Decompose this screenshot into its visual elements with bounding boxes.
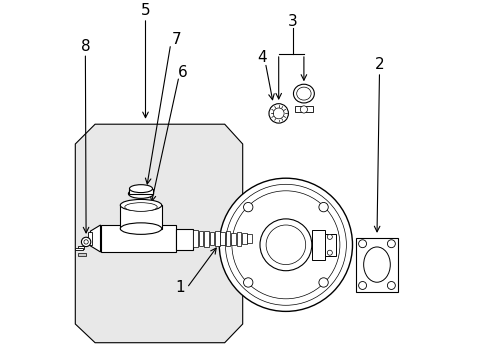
Circle shape: [318, 278, 327, 287]
Bar: [355, 238, 397, 292]
Bar: [311, 230, 325, 260]
Bar: [75, 248, 82, 250]
Polygon shape: [90, 225, 101, 252]
Bar: [204, 231, 208, 247]
Bar: [242, 233, 246, 244]
Circle shape: [326, 250, 332, 255]
Circle shape: [358, 282, 366, 289]
Ellipse shape: [296, 87, 310, 100]
Polygon shape: [75, 124, 242, 343]
Bar: [78, 246, 83, 249]
Circle shape: [358, 240, 366, 248]
Bar: [128, 189, 153, 194]
Bar: [231, 233, 235, 245]
Circle shape: [84, 240, 88, 244]
Bar: [294, 106, 312, 112]
Bar: [220, 233, 224, 245]
Bar: [193, 230, 198, 247]
Bar: [199, 231, 203, 246]
Ellipse shape: [128, 189, 153, 198]
Text: 4: 4: [256, 50, 266, 65]
Circle shape: [268, 104, 288, 123]
Text: 7: 7: [171, 32, 181, 47]
Circle shape: [81, 237, 91, 247]
Text: 3: 3: [287, 14, 297, 29]
Circle shape: [243, 278, 252, 287]
Circle shape: [219, 178, 352, 311]
Bar: [120, 205, 162, 229]
Circle shape: [273, 108, 284, 119]
Circle shape: [225, 184, 346, 305]
Bar: [247, 234, 251, 243]
Text: 2: 2: [374, 57, 384, 72]
Bar: [78, 253, 86, 256]
Ellipse shape: [363, 247, 389, 282]
Bar: [215, 231, 219, 246]
Circle shape: [260, 219, 311, 271]
Ellipse shape: [293, 84, 314, 103]
Circle shape: [231, 191, 339, 299]
Circle shape: [243, 202, 252, 212]
Text: 5: 5: [141, 3, 150, 18]
Circle shape: [318, 202, 327, 212]
Text: 6: 6: [177, 64, 187, 80]
Bar: [176, 229, 193, 250]
Bar: [101, 225, 176, 252]
Bar: [236, 232, 241, 246]
Circle shape: [326, 234, 332, 239]
Text: 8: 8: [81, 39, 90, 54]
Circle shape: [386, 240, 394, 248]
Text: 1: 1: [175, 280, 184, 296]
Bar: [325, 234, 335, 256]
Circle shape: [300, 106, 307, 113]
Bar: [88, 232, 91, 245]
Ellipse shape: [120, 199, 162, 211]
Bar: [225, 231, 230, 246]
Circle shape: [386, 282, 394, 289]
Ellipse shape: [129, 185, 152, 193]
Ellipse shape: [124, 203, 157, 211]
Ellipse shape: [120, 223, 162, 234]
Ellipse shape: [130, 187, 151, 194]
Circle shape: [265, 225, 305, 265]
Bar: [209, 232, 214, 245]
